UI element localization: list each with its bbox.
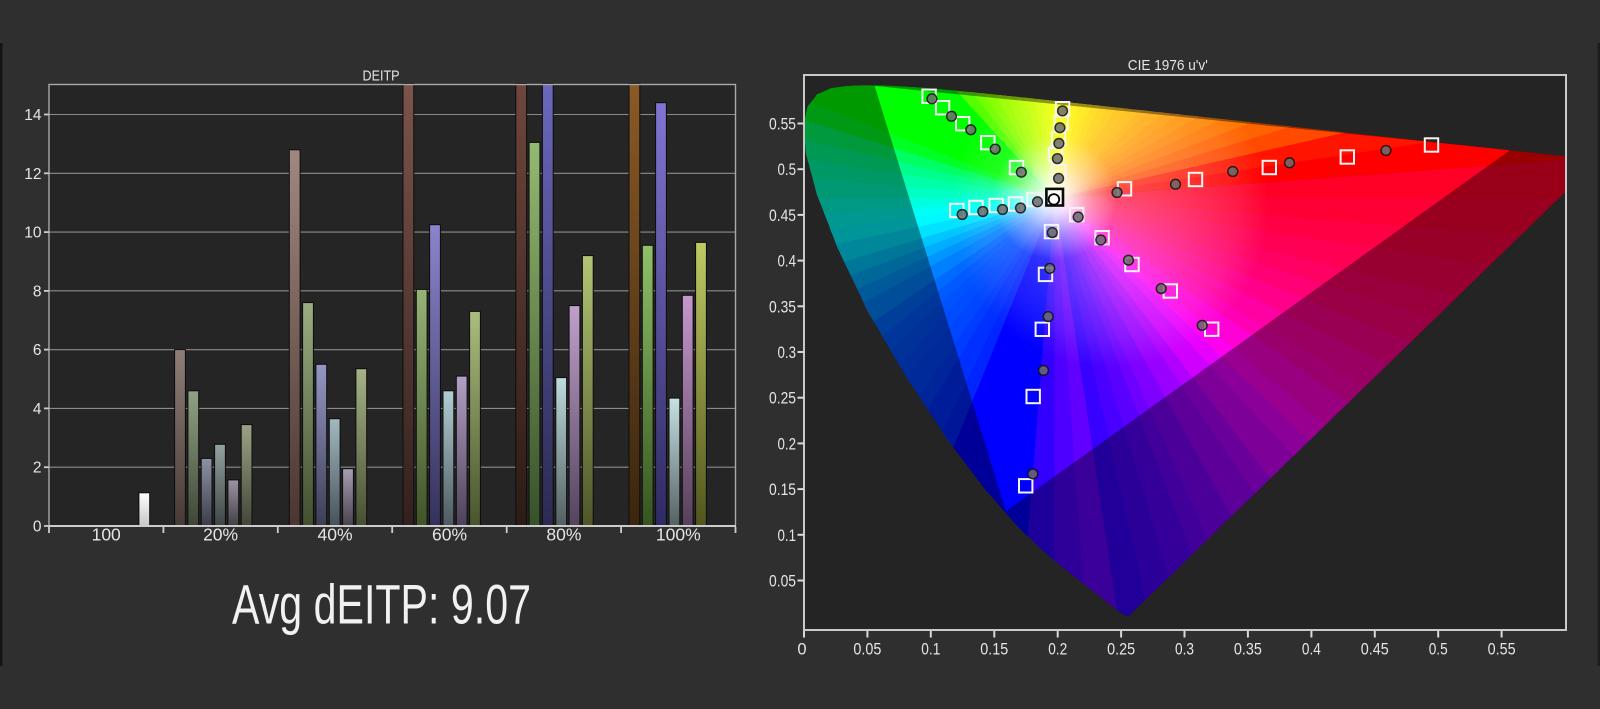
svg-text:6: 6 <box>33 342 42 359</box>
svg-text:DEITP: DEITP <box>363 68 400 85</box>
svg-text:100: 100 <box>92 525 121 545</box>
svg-text:Avg dEITP: 9.07: Avg dEITP: 9.07 <box>232 573 531 636</box>
svg-text:0.45: 0.45 <box>769 207 796 225</box>
svg-text:CIE 1976 u'v': CIE 1976 u'v' <box>1128 57 1208 74</box>
svg-text:14: 14 <box>24 107 42 124</box>
svg-text:10: 10 <box>24 225 42 242</box>
svg-text:40%: 40% <box>317 525 352 545</box>
svg-text:0.55: 0.55 <box>1488 641 1516 659</box>
svg-text:0.4: 0.4 <box>1302 641 1321 659</box>
svg-text:0: 0 <box>797 641 806 659</box>
svg-text:0.55: 0.55 <box>769 116 796 134</box>
svg-text:0: 0 <box>33 519 42 536</box>
svg-text:0.1: 0.1 <box>921 641 940 659</box>
svg-text:0.1: 0.1 <box>778 527 797 545</box>
svg-text:0.4: 0.4 <box>778 253 797 271</box>
svg-text:12: 12 <box>24 166 41 183</box>
svg-text:0.3: 0.3 <box>778 344 797 362</box>
svg-text:100%: 100% <box>656 525 701 545</box>
svg-text:0.15: 0.15 <box>769 481 796 499</box>
svg-text:80%: 80% <box>546 525 581 545</box>
svg-text:0.15: 0.15 <box>980 641 1008 659</box>
svg-text:0.25: 0.25 <box>1107 641 1135 659</box>
svg-text:0.3: 0.3 <box>1175 641 1194 659</box>
svg-text:0.5: 0.5 <box>1429 641 1448 659</box>
svg-text:2: 2 <box>33 460 42 477</box>
svg-text:0.2: 0.2 <box>1048 641 1067 659</box>
svg-text:8: 8 <box>33 283 42 300</box>
svg-text:0.05: 0.05 <box>853 641 881 659</box>
svg-text:20%: 20% <box>203 525 238 545</box>
svg-text:0.45: 0.45 <box>1361 641 1389 659</box>
svg-text:0.2: 0.2 <box>778 435 797 453</box>
svg-text:0.5: 0.5 <box>778 161 797 179</box>
svg-text:0.35: 0.35 <box>1234 641 1262 659</box>
svg-text:60%: 60% <box>432 525 467 545</box>
svg-text:0.35: 0.35 <box>769 298 796 316</box>
svg-text:0.25: 0.25 <box>769 390 796 408</box>
svg-text:4: 4 <box>33 401 42 418</box>
svg-text:0.05: 0.05 <box>769 573 796 591</box>
